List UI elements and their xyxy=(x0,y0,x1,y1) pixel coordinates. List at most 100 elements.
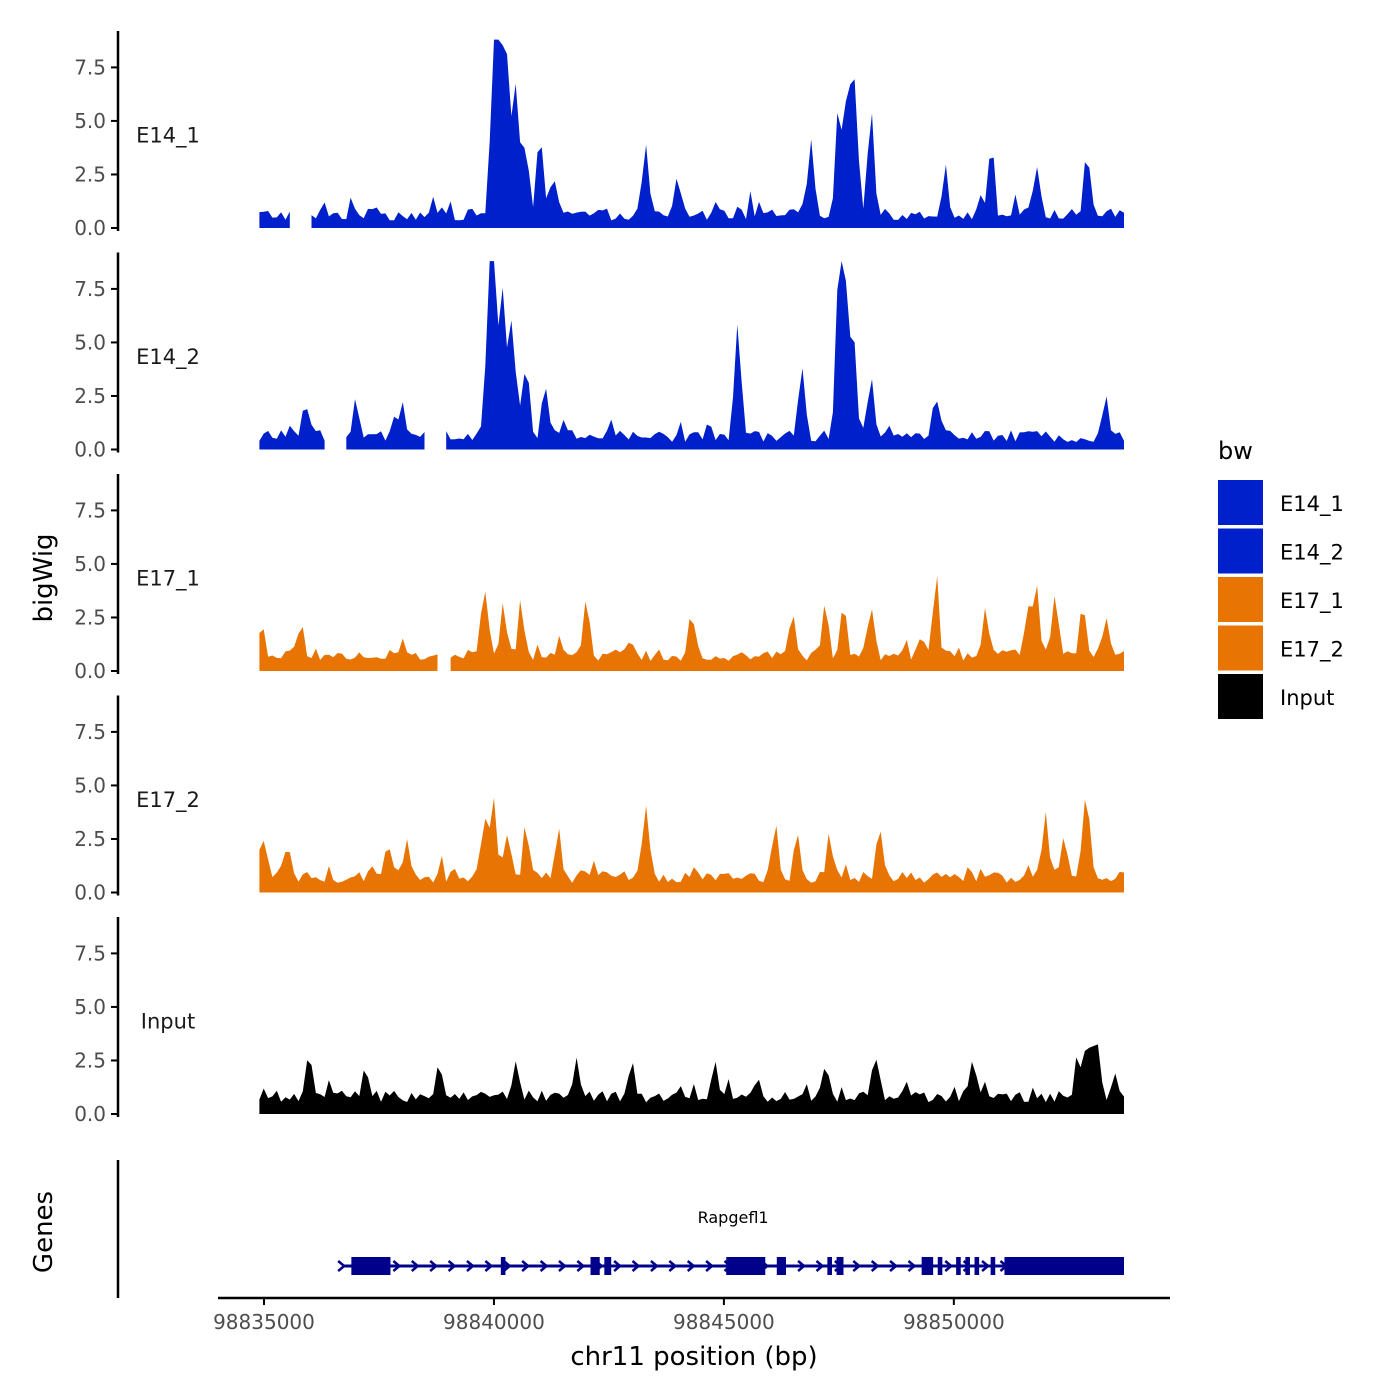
gene-exon xyxy=(956,1257,961,1275)
strand-arrow xyxy=(668,1260,678,1272)
gene-exon xyxy=(990,1257,996,1275)
strand-arrow xyxy=(981,1260,990,1272)
strand-arrow xyxy=(466,1260,475,1272)
strand-arrow xyxy=(392,1260,402,1272)
y-tick-label: 5.0 xyxy=(74,773,106,797)
panel-label: E17_2 xyxy=(136,788,200,813)
x-tick-label: 98845000 xyxy=(673,1310,775,1334)
x-tick-label: 98850000 xyxy=(903,1310,1005,1334)
legend-swatch-e14-1 xyxy=(1218,480,1263,525)
panel-label: Input xyxy=(141,1009,195,1033)
strand-arrow xyxy=(797,1260,807,1272)
strand-arrow xyxy=(576,1260,586,1272)
x-tick-label: 98835000 xyxy=(213,1310,315,1334)
legend-title: bw xyxy=(1218,437,1253,465)
panel-label: E17_1 xyxy=(136,566,200,591)
legend-swatch-e17-2 xyxy=(1218,625,1263,671)
y-tick-label: 2.5 xyxy=(74,162,106,186)
y-tick-label: 2.5 xyxy=(74,1048,106,1072)
legend-label: E17_1 xyxy=(1280,589,1344,614)
y-tick-label: 5.0 xyxy=(74,330,106,354)
strand-arrow xyxy=(631,1260,641,1272)
gene-exon xyxy=(500,1257,506,1275)
y-tick-label: 7.5 xyxy=(74,720,106,744)
y-tick-label: 5.0 xyxy=(74,552,106,576)
strand-arrow xyxy=(502,1260,512,1272)
legend-label: E14_2 xyxy=(1280,541,1344,566)
track-panel-e14-2: 0.0 2.5 5.0 7.5 E14_2 xyxy=(74,252,1124,462)
legend: bw E14_1 E14_2 E17_1 E17_2 Input xyxy=(1218,437,1344,719)
gene-exon xyxy=(351,1257,391,1275)
y-tick-label: 5.0 xyxy=(74,995,106,1019)
strand-arrow xyxy=(410,1260,420,1272)
signal-area xyxy=(259,627,438,671)
y-tick-label: 7.5 xyxy=(74,277,106,301)
signal-area xyxy=(259,211,290,228)
legend-label: E17_2 xyxy=(1280,638,1344,663)
y-tick-label: 7.5 xyxy=(74,55,106,79)
gene-name-label: Rapgefl1 xyxy=(698,1208,769,1227)
panel-label: E14_2 xyxy=(136,345,200,370)
track-panel-e17-2: 0.0 2.5 5.0 7.5 E17_2 xyxy=(74,695,1124,905)
track-panel-input: 0.0 2.5 5.0 7.5 Input xyxy=(74,917,1124,1126)
strand-arrow xyxy=(852,1260,862,1272)
strand-arrow xyxy=(870,1260,880,1272)
legend-swatch-input xyxy=(1218,674,1263,719)
strand-arrow xyxy=(429,1260,439,1272)
gene-exon xyxy=(776,1257,786,1275)
strand-arrow xyxy=(907,1260,917,1272)
strand-arrow xyxy=(815,1260,825,1272)
y-tick-label: 2.5 xyxy=(74,384,106,408)
y-axis-title: bigWig xyxy=(29,533,59,622)
gene-exon xyxy=(937,1257,943,1275)
signal-area xyxy=(346,399,425,450)
gene-exon xyxy=(965,1257,970,1275)
y-tick-label: 0.0 xyxy=(74,438,106,462)
y-tick-label: 2.5 xyxy=(74,827,106,851)
gene-exon xyxy=(921,1257,934,1275)
gene-exon xyxy=(1004,1257,1125,1275)
y-tick-label: 0.0 xyxy=(74,216,106,240)
strand-arrow xyxy=(944,1260,954,1272)
signal-area xyxy=(311,39,1124,228)
signal-area xyxy=(259,409,325,450)
genes-track: Rapgefl1 xyxy=(116,1160,1125,1298)
y-tick-label: 7.5 xyxy=(74,941,106,965)
panel-label: E14_1 xyxy=(136,123,200,148)
x-tick-label: 98840000 xyxy=(443,1310,545,1334)
y-tick-label: 2.5 xyxy=(74,605,106,629)
legend-label: Input xyxy=(1280,686,1334,710)
signal-tracks: 0.0 2.5 5.0 7.5 E14_1 0.0 2.5 5.0 7.5 E14_2 0.0 2.5… xyxy=(74,31,1125,1126)
signal-area xyxy=(446,261,1124,450)
strand-arrow xyxy=(447,1260,457,1272)
signal-area xyxy=(259,1044,1124,1114)
x-axis: 98835000 98840000 98845000 98850000 xyxy=(213,1296,1170,1334)
strand-arrow xyxy=(484,1260,494,1272)
strand-arrow xyxy=(613,1260,623,1272)
y-tick-label: 5.0 xyxy=(74,109,106,133)
gene-exon xyxy=(590,1257,600,1275)
y-tick-label: 0.0 xyxy=(74,881,106,905)
gene-exon xyxy=(726,1257,766,1275)
y-tick-label: 7.5 xyxy=(74,498,106,522)
gene-exon xyxy=(827,1257,832,1275)
gene-exon xyxy=(604,1257,612,1275)
strand-arrow xyxy=(337,1260,347,1272)
strand-arrow xyxy=(539,1260,549,1272)
x-axis-title: chr11 position (bp) xyxy=(570,1342,817,1372)
gene-exon xyxy=(836,1257,844,1275)
legend-swatch-e14-2 xyxy=(1218,528,1263,574)
strand-arrow xyxy=(705,1260,715,1272)
track-panel-e14-1: 0.0 2.5 5.0 7.5 E14_1 xyxy=(74,31,1124,240)
signal-area xyxy=(259,797,1124,893)
strand-arrow xyxy=(521,1260,531,1272)
strand-arrow xyxy=(686,1260,696,1272)
strand-arrow xyxy=(650,1260,659,1272)
signal-area xyxy=(450,576,1125,671)
track-panel-e17-1: 0.0 2.5 5.0 7.5 E17_1 xyxy=(74,474,1125,683)
legend-label: E14_1 xyxy=(1280,492,1344,517)
strand-arrow xyxy=(889,1260,899,1272)
y-tick-label: 0.0 xyxy=(74,1102,106,1126)
gene-exon xyxy=(974,1257,980,1275)
legend-swatch-e17-1 xyxy=(1218,577,1263,622)
